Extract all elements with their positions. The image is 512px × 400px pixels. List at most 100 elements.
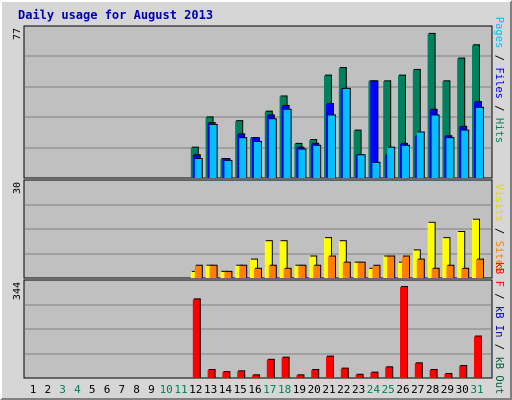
bar-pages-day-29: [446, 138, 454, 178]
xtick-day-22: 22: [337, 383, 350, 396]
bar-visits-day-26: [398, 262, 405, 278]
xtick-day-5: 5: [89, 383, 96, 396]
bar-visits-day-13: [205, 265, 213, 278]
xtick-day-13: 13: [204, 383, 217, 396]
bar-visits-day-30: [457, 232, 465, 278]
legend-visits-sites: Visits / Sites: [493, 184, 505, 273]
bar-pages-day-19: [298, 149, 306, 178]
ytick-max: 344: [12, 282, 23, 300]
xtick-day-26: 26: [396, 383, 409, 396]
xtick-day-19: 19: [293, 383, 306, 396]
bar-kb-f-day-16: [252, 375, 259, 378]
legend-kb-part: kB Out: [493, 356, 505, 394]
xtick-day-23: 23: [352, 383, 365, 396]
bar-visits-day-18: [279, 241, 287, 278]
bar-pages-day-21: [328, 115, 335, 178]
ytick-max: 77: [12, 28, 23, 40]
bar-pages-day-23: [357, 155, 365, 178]
bar-hits-day-29: [442, 81, 450, 178]
xtick-day-24: 24: [367, 383, 381, 396]
xtick-day-28: 28: [426, 383, 439, 396]
bar-visits-day-24: [368, 268, 376, 278]
bar-visits-day-25: [383, 256, 391, 278]
xtick-day-2: 2: [44, 383, 51, 396]
bar-hits-day-26: [398, 75, 405, 178]
bar-kb-f-day-14: [222, 372, 230, 378]
xtick-day-25: 25: [382, 383, 395, 396]
bar-visits-day-29: [442, 238, 450, 278]
bar-kb-f-day-22: [340, 368, 348, 378]
bar-hits-day-25: [383, 81, 391, 178]
bar-sites-day-21: [328, 256, 335, 278]
chart-title: Daily usage for August 2013: [18, 8, 214, 22]
bar-kb-f-day-26: [400, 287, 407, 378]
legend-visits-sites-part: /: [493, 222, 505, 241]
xtick-day-21: 21: [322, 383, 335, 396]
bar-visits-day-21: [324, 238, 331, 278]
bar-sites-day-26: [402, 256, 409, 278]
legend-visits-sites-part: Visits: [493, 184, 505, 222]
xtick-day-8: 8: [133, 383, 140, 396]
bar-visits-day-23: [353, 262, 361, 278]
ytick-max: 30: [12, 182, 23, 194]
xtick-day-10: 10: [160, 383, 173, 396]
bar-pages-day-26: [402, 145, 409, 178]
bar-sites-day-18: [283, 268, 291, 278]
bar-sites-day-22: [342, 262, 350, 278]
bar-visits-day-20: [309, 256, 317, 278]
xtick-day-18: 18: [278, 383, 291, 396]
bar-visits-day-17: [264, 241, 272, 278]
bar-sites-day-15: [239, 265, 247, 278]
bar-visits-day-28: [427, 222, 435, 278]
bar-kb-f-day-18: [281, 357, 289, 378]
xtick-day-30: 30: [456, 383, 469, 396]
bar-sites-day-24: [372, 265, 380, 278]
bar-kb-f-day-29: [444, 373, 452, 378]
legend-pages-files-hits-part: /: [493, 99, 505, 118]
bar-kb-f-day-24: [370, 372, 378, 378]
xtick-day-16: 16: [248, 383, 261, 396]
xtick-day-15: 15: [234, 383, 247, 396]
xtick-day-6: 6: [104, 383, 111, 396]
bar-sites-day-27: [416, 259, 424, 278]
bar-visits-day-27: [412, 250, 420, 278]
bar-pages-day-27: [416, 132, 424, 178]
bar-kb-f-day-12: [192, 299, 200, 378]
legend-visits-sites-part: Sites: [493, 241, 505, 273]
legend-kb: kB F / kB In / kB Out: [493, 262, 505, 395]
legend-kb-part: kB In: [493, 306, 505, 338]
xtick-day-1: 1: [30, 383, 37, 396]
bar-kb-f-day-21: [326, 356, 333, 378]
xtick-day-12: 12: [189, 383, 202, 396]
legend-kb-part: /: [493, 287, 505, 306]
xtick-day-27: 27: [411, 383, 424, 396]
bar-pages-day-15: [239, 138, 247, 178]
legend-kb-part: kB F: [493, 262, 505, 287]
xtick-day-20: 20: [308, 383, 321, 396]
bar-kb-f-day-23: [355, 374, 363, 378]
bar-kb-f-day-20: [311, 369, 319, 378]
bar-hits-day-27: [412, 69, 420, 178]
bar-sites-day-17: [268, 265, 276, 278]
bar-sites-day-14: [224, 271, 232, 278]
xtick-day-17: 17: [263, 383, 276, 396]
bar-visits-day-16: [250, 259, 257, 278]
bar-pages-day-25: [387, 147, 395, 178]
bar-kb-f-day-25: [385, 367, 393, 378]
bar-hits-day-30: [457, 58, 465, 178]
bar-visits-day-31: [472, 219, 479, 278]
bar-pages-day-22: [342, 88, 350, 178]
bar-hits-day-28: [427, 33, 435, 178]
legend-pages-files-hits: Pages / Files / Hits: [493, 17, 505, 143]
bar-sites-day-28: [431, 268, 439, 278]
bar-pages-day-14: [224, 160, 232, 178]
bar-pages-day-16: [254, 141, 261, 178]
bar-kb-f-day-28: [429, 369, 437, 378]
bar-pages-day-28: [431, 115, 439, 178]
bar-pages-day-17: [268, 119, 276, 178]
bar-pages-day-24: [372, 162, 380, 178]
bar-visits-day-22: [338, 241, 346, 278]
bar-kb-f-day-13: [207, 369, 215, 378]
bar-sites-day-25: [387, 256, 395, 278]
